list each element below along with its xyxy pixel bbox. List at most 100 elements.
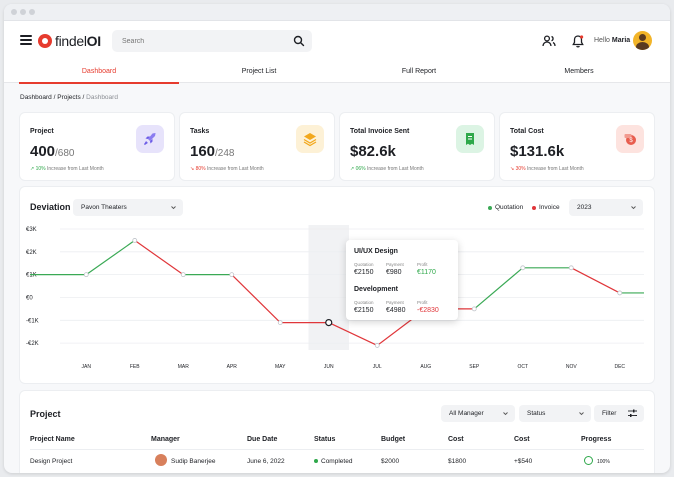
column-header-cost[interactable]: Cost (448, 436, 464, 443)
kpi-value-sub: /680 (55, 148, 75, 159)
breadcrumb-separator: / (80, 94, 87, 101)
tooltip-value-quotation: €2150 (354, 307, 374, 314)
kpi-card-invoice[interactable]: Total Invoice Sent $82.6k ↗ 06% Increase… (340, 113, 494, 180)
status-select[interactable]: Status (519, 405, 591, 422)
money-icon: $ (616, 125, 644, 153)
kpi-value-main: $131.6k (510, 143, 565, 160)
column-header-cost-deviation[interactable]: Cost (514, 436, 530, 443)
y-tick-label: €3K (26, 227, 37, 233)
tooltip-value-payment: €980 (386, 269, 402, 276)
data-point (180, 272, 186, 278)
breadcrumb: Dashboard / Projects / Dashboard (20, 94, 118, 101)
status-select-value: Status (527, 410, 546, 417)
sliders-icon (628, 409, 637, 417)
kpi-card-total-cost[interactable]: Total Cost $131.6k ↘ 30% Increase from L… (500, 113, 654, 180)
column-header-status[interactable]: Status (314, 436, 336, 443)
kpi-change-percent: 80% (195, 166, 206, 172)
series-segment (570, 267, 621, 294)
data-point (83, 272, 89, 278)
filter-button[interactable]: Filter (594, 405, 644, 422)
x-tick-label: AUG (420, 364, 431, 370)
top-header: findelOI Hello Maria (4, 21, 670, 61)
breadcrumb-projects[interactable]: Projects (57, 94, 81, 101)
kpi-title: Total Invoice Sent (350, 128, 410, 135)
menu-icon[interactable] (20, 35, 32, 45)
app-logo[interactable]: findelOI (38, 32, 101, 50)
column-header-project-name[interactable]: Project Name (30, 436, 75, 443)
manager-avatar (155, 454, 167, 466)
table-divider (30, 449, 644, 450)
manager-select[interactable]: All Manager (441, 405, 515, 422)
tooltip-value-payment: €4980 (386, 307, 406, 314)
year-select[interactable]: 2023 (569, 199, 643, 216)
manager-select-value: All Manager (449, 410, 484, 417)
series-segment (134, 239, 184, 276)
window-zoom-dot[interactable] (29, 9, 35, 15)
x-tick-label: APR (227, 364, 238, 370)
tab-project-list[interactable]: Project List (241, 68, 277, 75)
kpi-value-main: 160 (190, 143, 216, 160)
chevron-down-icon (503, 412, 508, 416)
column-header-due-date[interactable]: Due Date (247, 436, 278, 443)
cell-status: Completed (314, 458, 352, 465)
cell-progress: 100% (597, 459, 610, 465)
search-input[interactable] (112, 30, 282, 53)
deviation-chart: €3K €2K €1K €0 -€1K -€2K JAN FEB MAR APR MAY JUN JUL… (26, 225, 644, 370)
column-header-manager[interactable]: Manager (151, 436, 180, 443)
tooltip-value-profit: -€2830 (417, 307, 439, 314)
kpi-value: 160/248 (190, 143, 235, 160)
layers-icon (296, 125, 324, 153)
tab-full-report[interactable]: Full Report (401, 68, 437, 75)
logo-suffix: OI (86, 33, 101, 49)
series-segment (85, 239, 136, 276)
y-tick-label: -€2K (26, 341, 39, 347)
hover-band (308, 225, 349, 350)
kpi-change: ↗ 06% Increase from Last Month (350, 166, 424, 172)
cell-cost-deviation: +$540 (514, 458, 533, 465)
kpi-change-text: Increase from Last Month (207, 166, 264, 172)
x-tick-label: JUN (324, 364, 334, 370)
y-tick-label: €2K (26, 250, 37, 256)
kpi-title: Project (30, 128, 54, 135)
y-tick-label: -€1K (26, 318, 39, 324)
kpi-card-tasks[interactable]: Tasks 160/248 ↘ 80% Increase from Last M… (180, 113, 334, 180)
kpi-change-percent: 30% (515, 166, 526, 172)
window-minimize-dot[interactable] (20, 9, 26, 15)
kpi-change-text: Increase from Last Month (47, 166, 104, 172)
project-select[interactable]: Pavon Theaters (73, 199, 183, 216)
greeting: Hello Maria (594, 37, 630, 44)
tooltip-label-payment: Payment (386, 262, 404, 267)
kpi-value: 400/680 (30, 143, 75, 160)
data-point (229, 272, 235, 278)
data-point-selected (325, 319, 333, 327)
tooltip-value-profit: €1170 (417, 269, 436, 276)
legend-quotation: Quotation (488, 204, 523, 211)
kpi-card-project[interactable]: Project 400/680 ↗ 10% Increase from Last… (20, 113, 174, 180)
data-point (617, 290, 623, 296)
x-tick-label: OCT (517, 364, 528, 370)
kpi-value: $131.6k (510, 143, 564, 160)
series-segment (231, 274, 281, 324)
tab-members[interactable]: Members (564, 68, 594, 75)
column-header-budget[interactable]: Budget (381, 436, 406, 443)
kpi-change: ↘ 80% Increase from Last Month (190, 166, 264, 172)
window-close-dot[interactable] (11, 9, 17, 15)
column-header-progress[interactable]: Progress (581, 436, 612, 443)
breadcrumb-dashboard[interactable]: Dashboard (20, 94, 52, 101)
logo-brand: findel (55, 33, 87, 49)
kpi-title: Total Cost (510, 128, 544, 135)
x-tick-label: MAR (178, 364, 190, 370)
user-avatar[interactable] (633, 31, 652, 50)
search-icon[interactable] (293, 35, 305, 47)
data-point (374, 343, 380, 348)
chevron-down-icon (631, 206, 636, 210)
data-point (132, 238, 138, 243)
cell-project-name[interactable]: Design Project (30, 458, 73, 465)
tooltip-label-quotation: Quotation (354, 262, 374, 267)
logo-mark-icon (38, 34, 52, 48)
bell-icon[interactable] (571, 34, 585, 48)
users-icon[interactable] (542, 34, 556, 48)
tab-dashboard[interactable]: Dashboard (19, 61, 179, 84)
chevron-down-icon (579, 412, 584, 416)
legend-dot-quotation (488, 205, 492, 210)
